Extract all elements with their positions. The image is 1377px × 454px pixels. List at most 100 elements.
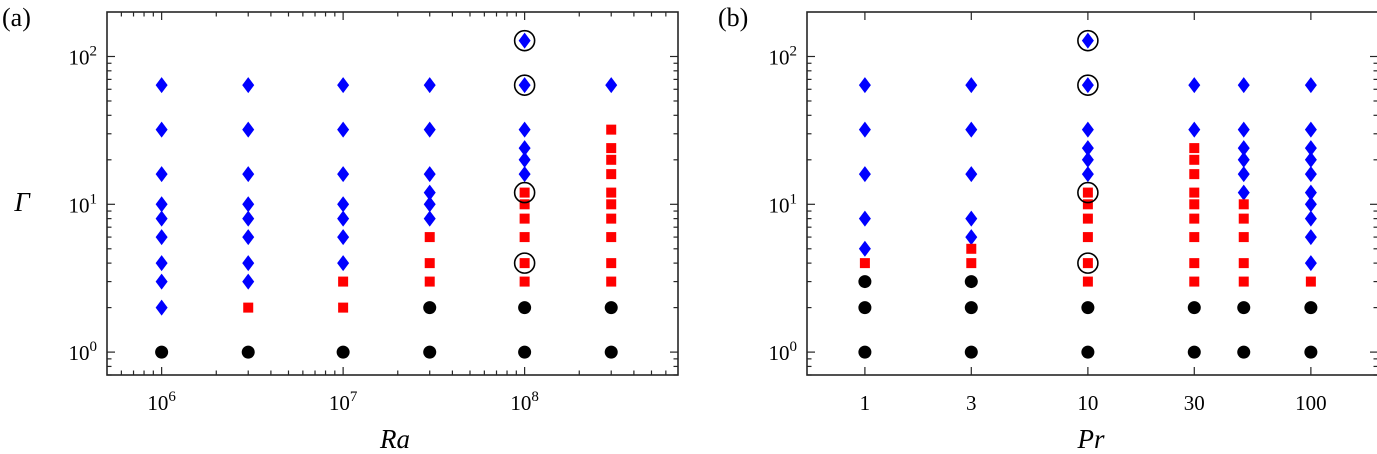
diamond-marker	[242, 196, 255, 213]
x-tick-label: 1	[860, 391, 871, 415]
diamond-marker	[423, 184, 436, 201]
diamond-marker	[1237, 184, 1250, 201]
panel-a-markers	[155, 29, 618, 359]
diamond-marker	[423, 196, 436, 213]
square-marker	[1305, 276, 1316, 287]
diamond-marker	[155, 229, 168, 246]
diamond-marker	[858, 210, 871, 227]
square-marker	[1238, 213, 1249, 224]
diamond-marker	[1304, 255, 1317, 272]
diamond-marker	[423, 166, 436, 183]
diamond-marker	[242, 229, 255, 246]
circle-marker	[1237, 345, 1251, 359]
circle-marker	[964, 275, 978, 289]
diamond-marker	[337, 121, 350, 138]
panel-a-label: (a)	[2, 3, 31, 32]
square-marker	[966, 243, 977, 254]
square-marker	[519, 276, 530, 287]
diamond-marker	[1081, 121, 1094, 138]
square-marker	[1082, 199, 1093, 210]
diamond-marker	[337, 229, 350, 246]
square-marker	[606, 276, 617, 287]
square-marker	[519, 187, 530, 198]
diamond-marker	[858, 240, 871, 257]
x-tick-label: 3	[966, 391, 977, 415]
diamond-marker	[518, 121, 531, 138]
diamond-marker	[1237, 140, 1250, 157]
square-marker	[1082, 213, 1093, 224]
circle-marker	[858, 301, 872, 315]
circle-marker	[1187, 301, 1201, 315]
diamond-marker	[1081, 140, 1094, 157]
square-marker	[1238, 232, 1249, 243]
y-tick-label: 101	[69, 191, 98, 217]
diamond-marker	[1237, 166, 1250, 183]
diamond-marker	[242, 121, 255, 138]
y-tick-label: 101	[769, 191, 798, 217]
diamond-marker	[155, 255, 168, 272]
diamond-marker	[1304, 77, 1317, 94]
circle-marker	[1081, 345, 1095, 359]
diamond-marker	[1188, 77, 1201, 94]
diamond-marker	[965, 77, 978, 94]
diamond-marker	[1304, 121, 1317, 138]
square-marker	[519, 213, 530, 224]
square-marker	[1189, 143, 1200, 154]
square-marker	[519, 199, 530, 210]
panel-a-plot-area	[106, 11, 679, 376]
square-marker	[1238, 276, 1249, 287]
circle-marker	[964, 301, 978, 315]
diamond-marker	[155, 166, 168, 183]
square-marker	[1189, 154, 1200, 165]
diamond-marker	[337, 210, 350, 227]
diamond-marker	[242, 210, 255, 227]
diamond-marker	[1304, 151, 1317, 168]
panel-b-tick-labels: 1 3 10 30 100 100 101 102	[769, 43, 1327, 415]
diamond-marker	[155, 77, 168, 94]
diamond-marker	[1237, 77, 1250, 94]
circle-marker	[336, 345, 350, 359]
x-tick-label: 108	[510, 389, 539, 415]
diamond-marker	[518, 151, 531, 168]
diamond-marker	[518, 166, 531, 183]
diamond-marker	[1304, 229, 1317, 246]
square-marker	[606, 187, 617, 198]
diamond-marker	[155, 210, 168, 227]
diamond-marker	[858, 77, 871, 94]
square-marker	[606, 213, 617, 224]
panel-b-ticks	[807, 12, 1377, 376]
square-marker	[1238, 199, 1249, 210]
diamond-marker	[518, 32, 531, 49]
circle-marker	[1081, 301, 1095, 315]
panel-b-label: (b)	[718, 3, 748, 32]
highlight-ring	[513, 74, 536, 96]
diamond-marker	[965, 166, 978, 183]
circle-marker	[964, 345, 978, 359]
square-marker	[606, 154, 617, 165]
diamond-marker	[337, 255, 350, 272]
square-marker	[1189, 187, 1200, 198]
panel-a-tick-labels: 106 107 108 100 101 102	[69, 43, 539, 415]
circle-marker	[858, 275, 872, 289]
circle-marker	[423, 345, 437, 359]
square-marker	[1082, 258, 1093, 269]
diamond-marker	[1237, 151, 1250, 168]
circle-marker	[518, 345, 532, 359]
square-marker	[1189, 232, 1200, 243]
square-marker	[424, 276, 435, 287]
highlight-ring	[1077, 181, 1099, 204]
diamond-marker	[423, 121, 436, 138]
square-marker	[1238, 258, 1249, 269]
y-tick-label: 102	[769, 43, 798, 69]
square-marker	[606, 258, 617, 269]
square-marker	[338, 276, 349, 287]
square-marker	[606, 143, 617, 154]
diamond-marker	[1304, 166, 1317, 183]
panel-a: (a) 106 107 108 100 101 102 Ra Γ	[2, 3, 679, 454]
circle-marker	[518, 301, 532, 315]
square-marker	[519, 258, 530, 269]
circle-marker	[1304, 345, 1318, 359]
square-marker	[1189, 169, 1200, 180]
panel-a-x-axis-label: Ra	[379, 424, 410, 454]
